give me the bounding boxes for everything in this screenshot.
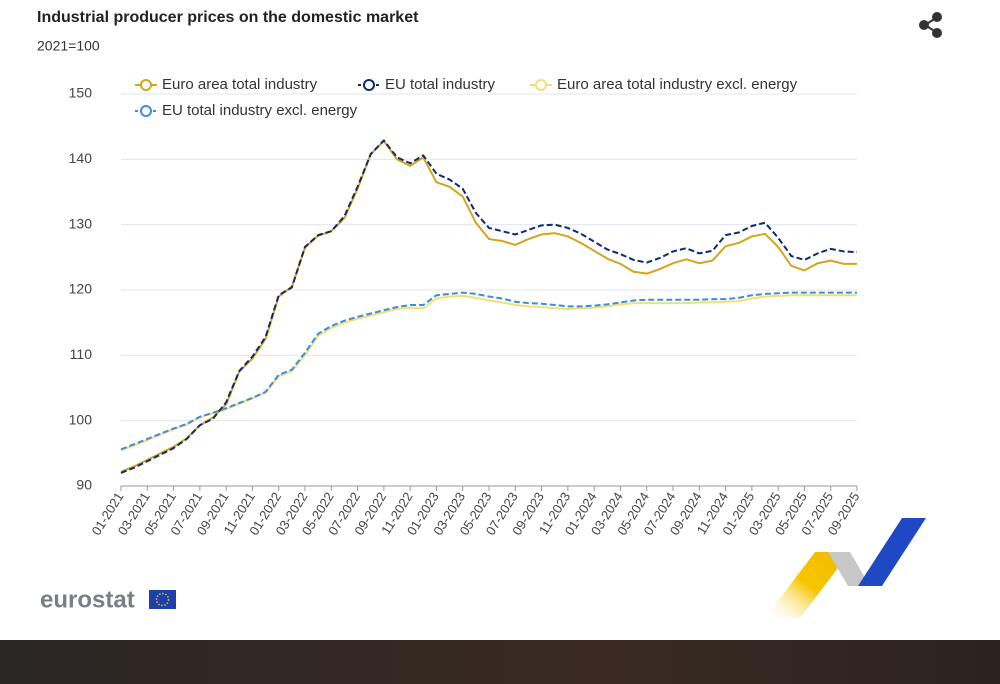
footer-bar xyxy=(0,640,1000,684)
chart-subtitle: 2021=100 xyxy=(37,38,100,54)
legend-label: Euro area total industry excl. energy xyxy=(557,76,798,93)
y-tick-label: 120 xyxy=(69,281,93,297)
y-tick-label: 100 xyxy=(69,411,93,427)
legend-item[interactable]: Euro area total industry excl. energy xyxy=(530,76,798,93)
y-tick-label: 90 xyxy=(76,477,92,493)
y-tick-label: 140 xyxy=(69,150,93,166)
legend-marker xyxy=(140,105,152,117)
decoration xyxy=(765,518,926,618)
series-line xyxy=(120,140,857,473)
y-tick-label: 130 xyxy=(69,215,93,231)
legend-item[interactable]: EU total industry xyxy=(358,76,496,93)
series-line xyxy=(120,139,858,474)
legend-item[interactable]: Euro area total industry xyxy=(135,76,318,93)
y-tick-label: 150 xyxy=(69,85,93,101)
logo: eurostat xyxy=(40,586,135,613)
eu-flag xyxy=(149,590,176,609)
series-line xyxy=(120,291,857,451)
share-icon[interactable] xyxy=(919,12,942,38)
y-tick-label: 110 xyxy=(70,346,93,362)
legend-marker xyxy=(140,79,152,91)
legend-label: EU total industry excl. energy xyxy=(162,102,358,119)
series-line xyxy=(120,294,857,452)
legend-item[interactable]: EU total industry excl. energy xyxy=(135,102,358,119)
legend-marker xyxy=(363,79,375,91)
legend-marker xyxy=(535,79,547,91)
legend-label: Euro area total industry xyxy=(162,76,318,93)
chart-title: Industrial producer prices on the domest… xyxy=(37,9,419,26)
legend-label: EU total industry xyxy=(385,76,496,93)
